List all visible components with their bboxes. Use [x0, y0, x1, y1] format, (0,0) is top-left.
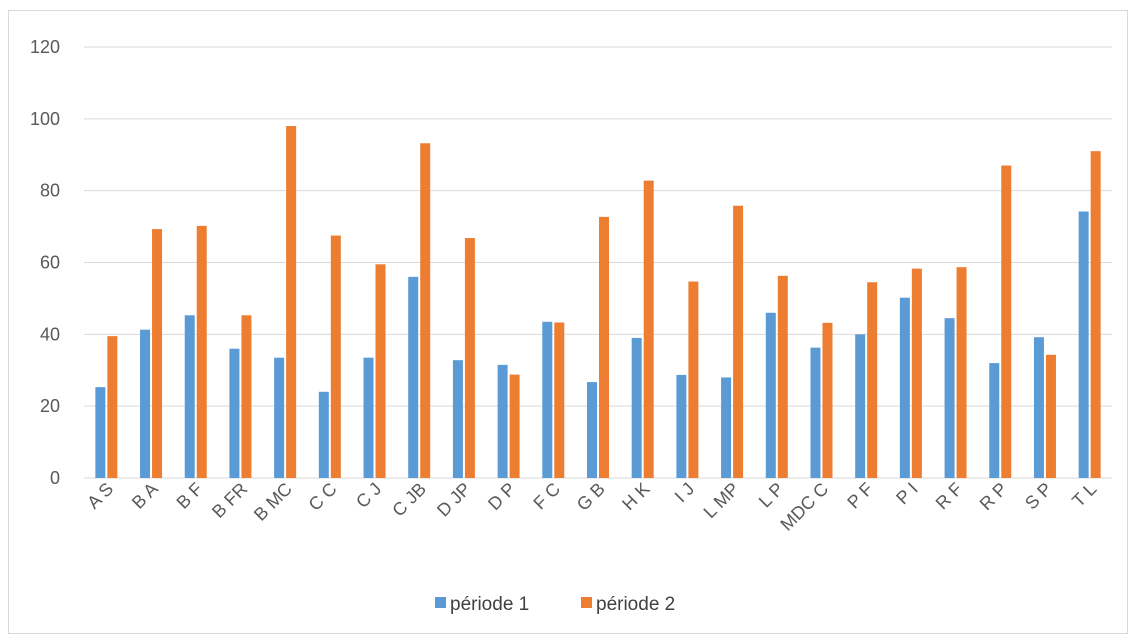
- x-tick-label: F C: [529, 479, 564, 514]
- bar-periode-1: [944, 318, 955, 478]
- x-tick-label: P I: [892, 479, 921, 508]
- bar-periode-2: [956, 267, 967, 478]
- x-tick-label: G B: [573, 479, 609, 515]
- bar-periode-1: [318, 391, 329, 478]
- bar-periode-2: [1090, 151, 1101, 479]
- bar-periode-1: [899, 297, 910, 478]
- bar-periode-2: [554, 322, 565, 478]
- bar-periode-2: [509, 374, 520, 478]
- bar-periode-1: [229, 348, 240, 478]
- bar-periode-1: [631, 337, 642, 478]
- x-tick-label: C JB: [388, 479, 430, 521]
- bar-periode-2: [330, 235, 341, 478]
- bar-periode-2: [241, 315, 252, 478]
- y-axis: 0 20 40 60 80 100 120: [30, 37, 60, 488]
- x-tick-label: C C: [305, 479, 341, 515]
- bar-periode-1: [1033, 337, 1044, 478]
- bar-periode-2: [867, 282, 878, 478]
- bar-periode-2: [1045, 354, 1056, 478]
- bar-periode-1: [765, 312, 776, 478]
- bar-periode-1: [274, 357, 285, 478]
- y-tick-label: 80: [40, 181, 60, 201]
- legend-label: période 1: [450, 594, 529, 615]
- bar-periode-2: [733, 205, 744, 479]
- y-tick-label: 120: [30, 37, 60, 57]
- legend: période 1 période 2: [435, 594, 675, 615]
- bar-periode-1: [408, 276, 419, 478]
- x-tick-label: L MP: [700, 479, 743, 522]
- y-tick-label: 60: [40, 253, 60, 273]
- bar-periode-2: [599, 216, 609, 478]
- legend-item-periode-2: période 2: [581, 594, 675, 615]
- x-tick-label: R F: [932, 479, 967, 514]
- y-tick-label: 100: [30, 109, 60, 129]
- x-tick-label: B MC: [250, 479, 296, 525]
- x-tick-label: A S: [83, 479, 117, 513]
- x-tick-label: H K: [618, 479, 653, 514]
- legend-swatch: [581, 597, 592, 608]
- bar-periode-1: [676, 374, 687, 478]
- bar-periode-2: [286, 126, 297, 479]
- bar-periode-1: [587, 382, 597, 478]
- bar-periode-1: [810, 347, 821, 478]
- bar-periode-2: [1001, 165, 1012, 478]
- x-tick-label: T L: [1068, 479, 1100, 511]
- bar-periode-2: [196, 225, 207, 478]
- bar-periode-2: [777, 275, 788, 478]
- x-tick-label: L P: [755, 479, 788, 512]
- bar-periode-2: [152, 229, 163, 478]
- bar-periode-1: [184, 315, 195, 478]
- bar-periode-1: [855, 334, 866, 478]
- x-tick-label: C J: [352, 479, 385, 512]
- bar-periode-2: [375, 264, 386, 478]
- bar-periode-1: [989, 363, 1000, 478]
- bar-periode-2: [822, 322, 833, 478]
- x-tick-label: P F: [843, 479, 877, 513]
- x-tick-label: MDC C: [776, 479, 832, 535]
- bar-periode-2: [911, 268, 922, 478]
- x-tick-label: I J: [671, 479, 699, 507]
- x-tick-label: B FR: [208, 479, 251, 522]
- bar-periode-1: [497, 364, 508, 478]
- x-tick-label: R P: [976, 479, 1011, 514]
- bar-periode-1: [363, 357, 374, 478]
- bar-periode-2: [643, 180, 654, 479]
- y-tick-label: 40: [40, 324, 60, 344]
- y-tick-label: 0: [50, 468, 60, 488]
- x-tick-label: S P: [1021, 479, 1056, 514]
- bar-periode-1: [452, 360, 463, 478]
- x-tick-label: B A: [128, 479, 162, 513]
- bar-periode-1: [95, 387, 106, 478]
- bars: [95, 126, 1101, 479]
- x-tick-label: D JP: [433, 479, 475, 521]
- bar-periode-2: [420, 143, 431, 479]
- bar-periode-2: [107, 336, 118, 478]
- legend-item-periode-1: période 1: [435, 594, 529, 615]
- bar-periode-1: [1078, 211, 1089, 478]
- bar-periode-1: [140, 329, 151, 478]
- legend-label: période 2: [596, 594, 675, 615]
- y-tick-label: 20: [40, 396, 60, 416]
- x-tick-label: B F: [173, 479, 207, 513]
- legend-swatch: [435, 597, 446, 608]
- bar-periode-1: [721, 377, 732, 478]
- bar-periode-2: [464, 238, 475, 478]
- bar-periode-2: [688, 281, 699, 478]
- x-tick-label: D P: [484, 479, 519, 514]
- bar-periode-1: [542, 321, 553, 478]
- gridlines: [84, 46, 1112, 479]
